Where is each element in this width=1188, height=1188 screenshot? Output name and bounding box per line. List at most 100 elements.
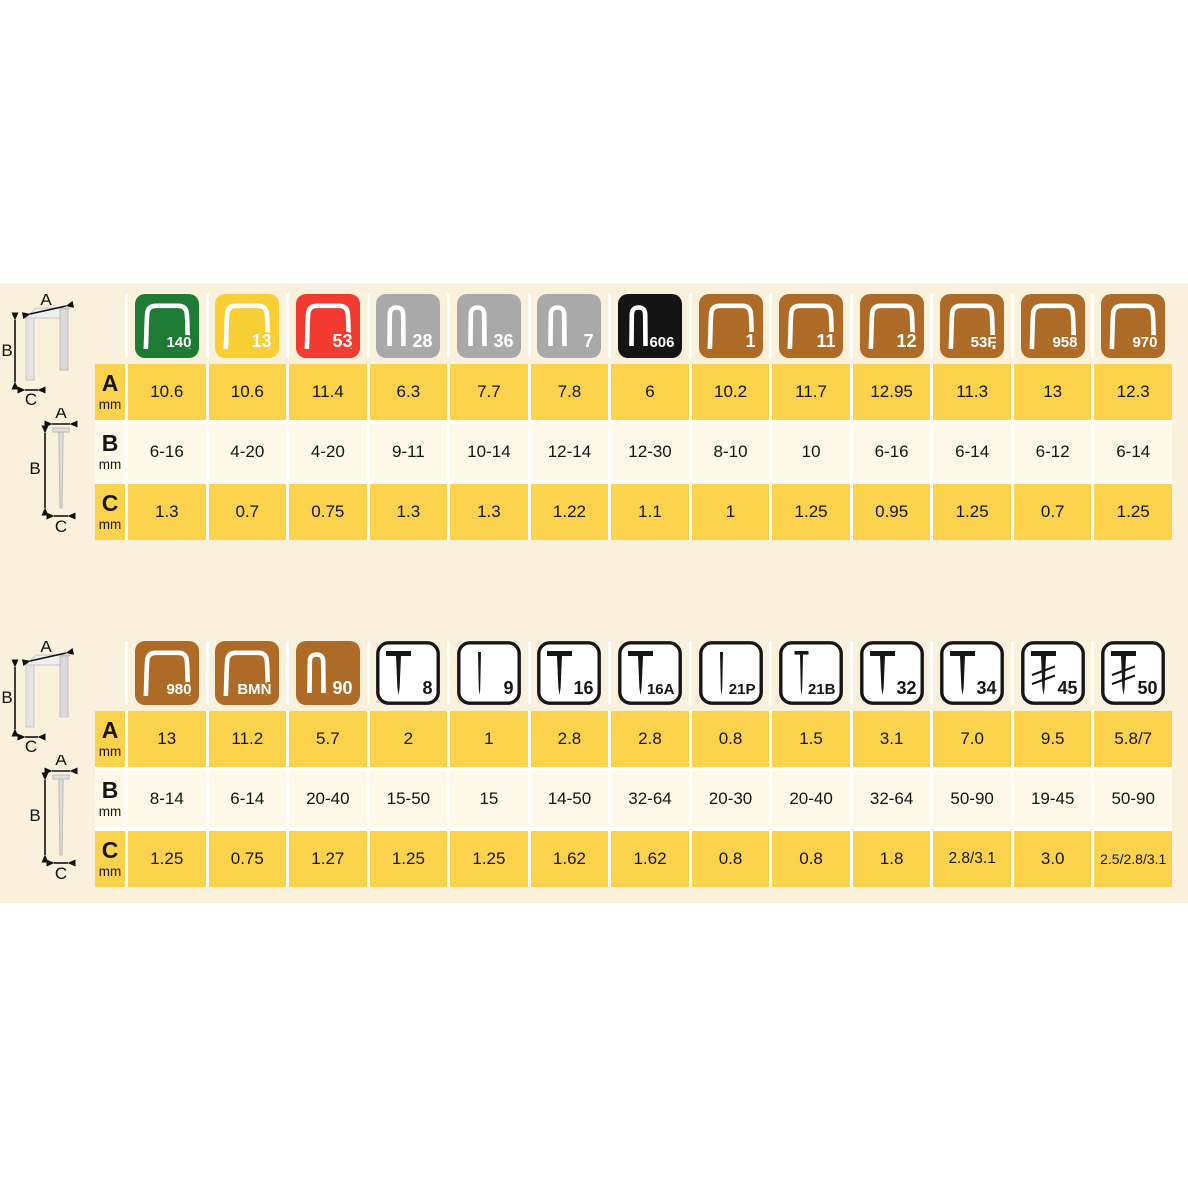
svg-text:90: 90: [332, 678, 352, 698]
staple-dimension-diagram-icon: A B C: [1, 294, 75, 406]
headed-pin-icon: 21B: [779, 641, 843, 705]
wide-staple-icon: BMN: [215, 641, 280, 705]
row-unit: mm: [98, 864, 122, 880]
product-icon-8: 8: [369, 641, 448, 705]
svg-text:958: 958: [1052, 334, 1077, 351]
svg-text:53F: 53F: [971, 334, 997, 351]
value-9-A: 1: [450, 711, 528, 767]
product-icon-32: 32: [852, 641, 931, 705]
row-letter: C: [101, 837, 119, 864]
staple-length-label: B: [1, 688, 12, 707]
svg-text:11: 11: [817, 331, 836, 351]
brad-nail-icon: 8: [376, 641, 441, 705]
value-958-B: 6-12: [1013, 424, 1092, 480]
value-1-A: 10.2: [691, 364, 770, 420]
value-16-B: 14-50: [530, 771, 609, 827]
product-icon-7: 7: [530, 294, 609, 358]
svg-text:140: 140: [166, 334, 191, 351]
content-panel: A B C A B C 140 13 53 28 36 7 606 1 11 12 53F 958 97…: [0, 283, 1188, 903]
staple-dimension-diagram-icon: A B C: [1, 641, 75, 753]
nail-wire-label: C: [55, 864, 67, 883]
value-980-C: 1.25: [128, 831, 206, 887]
value-11-B: 10: [772, 424, 850, 480]
row-letter: A: [101, 370, 119, 397]
svg-text:7: 7: [584, 331, 594, 351]
pin-icon: 9: [457, 641, 521, 705]
svg-text:980: 980: [166, 681, 191, 698]
value-21B-B: 20-40: [772, 771, 850, 827]
narrow-staple-icon: 7: [537, 294, 602, 358]
svg-text:34: 34: [977, 678, 997, 698]
value-32-B: 32-64: [852, 771, 931, 827]
value-45-C: 3.0: [1013, 831, 1092, 887]
value-13-A: 10.6: [208, 364, 287, 420]
value-21P-B: 20-30: [691, 771, 770, 827]
value-16-C: 1.62: [530, 831, 609, 887]
narrow-staple-icon: 606: [617, 294, 682, 358]
row-unit: mm: [98, 397, 122, 413]
value-1-B: 8-10: [691, 424, 770, 480]
product-icon-16A: 16A: [611, 641, 689, 705]
brad-nail-icon: 16A: [618, 641, 682, 705]
svg-text:16: 16: [574, 678, 594, 698]
svg-text:53: 53: [332, 331, 352, 351]
staple-width-label: A: [40, 294, 52, 309]
value-32-A: 3.1: [852, 711, 931, 767]
row-unit: mm: [98, 744, 122, 760]
staple-wire-label: C: [25, 737, 37, 753]
svg-text:8: 8: [423, 678, 433, 698]
nails-and-brads-table-section: A B C A B C 980 BMN 90 8 9 16 16A 21P 21B 32 34 45 5…: [0, 641, 1188, 887]
nail-dimension-diagram-icon: A B C: [29, 755, 78, 883]
value-21P-C: 0.8: [691, 831, 770, 887]
svg-text:BMN: BMN: [238, 681, 272, 698]
value-958-C: 0.7: [1013, 484, 1092, 540]
svg-text:970: 970: [1133, 334, 1158, 351]
wide-staple-icon: 140: [134, 294, 199, 358]
icon-row-spacer: [95, 641, 125, 705]
value-970-A: 12.3: [1094, 364, 1172, 420]
value-970-C: 1.25: [1094, 484, 1172, 540]
value-7-B: 12-14: [530, 424, 609, 480]
value-34-B: 50-90: [933, 771, 1011, 827]
value-28-C: 1.3: [369, 484, 448, 540]
product-icon-13: 13: [208, 294, 287, 358]
wide-staple-icon: 958: [1020, 294, 1085, 358]
svg-text:50: 50: [1138, 678, 1158, 698]
wide-staple-icon: 53F: [940, 294, 1005, 358]
value-45-A: 9.5: [1013, 711, 1092, 767]
product-icon-34: 34: [933, 641, 1011, 705]
product-icon-row: 140 13 53 28 36 7 606 1 11 12 53F 958 970: [95, 294, 1172, 358]
value-16A-C: 1.62: [611, 831, 689, 887]
value-606-A: 6: [611, 364, 689, 420]
value-140-A: 10.6: [128, 364, 206, 420]
row-unit: mm: [98, 517, 122, 533]
value-13-C: 0.7: [208, 484, 287, 540]
row-unit: mm: [98, 457, 122, 473]
value-16-A: 2.8: [530, 711, 609, 767]
value-7-A: 7.8: [530, 364, 609, 420]
staples-table-section: A B C A B C 140 13 53 28 36 7 606 1 11 12 53F 958 97…: [0, 294, 1188, 540]
value-53-C: 0.75: [289, 484, 367, 540]
staple-width-label: A: [40, 641, 52, 656]
svg-text:13: 13: [252, 331, 272, 351]
narrow-staple-icon: 36: [456, 294, 521, 358]
product-icon-21B: 21B: [772, 641, 850, 705]
value-32-C: 1.8: [852, 831, 931, 887]
brad-nail-icon: 34: [940, 641, 1005, 705]
value-140-B: 6-16: [128, 424, 206, 480]
value-1-C: 1: [691, 484, 770, 540]
product-icon-12: 12: [852, 294, 931, 358]
staple-length-label: B: [1, 341, 12, 360]
svg-text:32: 32: [896, 678, 916, 698]
nail-length-label: B: [29, 459, 40, 478]
value-12-C: 0.95: [852, 484, 931, 540]
wide-staple-icon: 980: [134, 641, 199, 705]
value-36-A: 7.7: [450, 364, 528, 420]
brad-nail-icon: 32: [859, 641, 924, 705]
svg-text:45: 45: [1057, 678, 1077, 698]
value-34-C: 2.8/3.1: [933, 831, 1011, 887]
product-icon-958: 958: [1013, 294, 1092, 358]
